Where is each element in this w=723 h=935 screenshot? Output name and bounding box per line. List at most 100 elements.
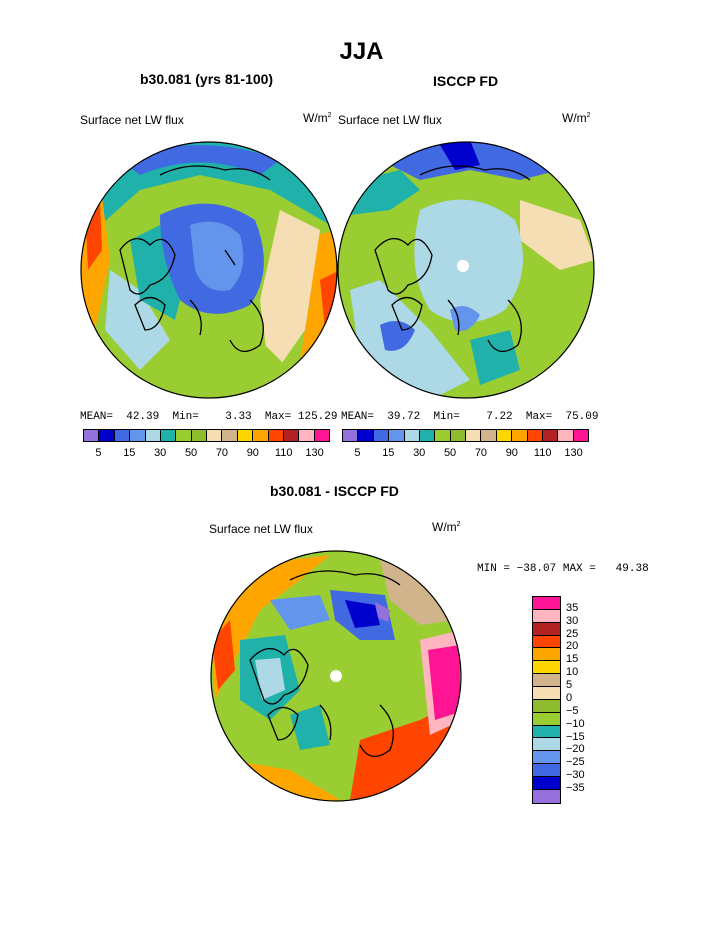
obs-map-outline [337, 141, 595, 399]
colorbar-swatch [268, 430, 284, 441]
model-units: W/m2 [303, 111, 332, 125]
colorbar-tick-label: 10 [566, 666, 579, 679]
colorbar-swatch [373, 430, 390, 441]
model-panel-title: b30.081 (yrs 81-100) [140, 71, 274, 87]
colorbar-tick-label: 15 [123, 447, 136, 459]
colorbar-swatch [299, 430, 315, 441]
model-stats: MEAN= 42.39 Min= 3.33 Max= 125.29 [80, 411, 338, 423]
colorbar-tick-label: 20 [566, 640, 579, 653]
colorbar-swatch [145, 430, 161, 441]
colorbar-swatch [130, 430, 146, 441]
colorbar-swatch [222, 430, 238, 441]
colorbar-swatch [533, 738, 560, 752]
obs-polar-map [338, 142, 594, 398]
obs-panel-title: ISCCP FD [433, 73, 499, 89]
colorbar-swatch [512, 430, 528, 441]
diff-units: W/m2 [432, 520, 461, 534]
colorbar-swatch [314, 430, 329, 441]
colorbar-swatch [533, 777, 560, 790]
colorbar-swatch [99, 430, 115, 441]
colorbar-tick-label: 70 [215, 447, 229, 459]
diff-min-max: MIN = −38.07 MAX = 49.38 [477, 563, 649, 575]
obs-field-label: Surface net LW flux [338, 113, 442, 127]
colorbar-swatch [496, 430, 513, 441]
colorbar-tick-label: 5 [566, 679, 573, 692]
colorbar-tick-label: 5 [95, 447, 102, 459]
colorbar-tick-label: 90 [246, 447, 259, 459]
colorbar-tick-label: 25 [566, 627, 579, 640]
colorbar-swatch [404, 430, 420, 441]
obs-colorbar [342, 429, 589, 442]
colorbar-swatch [533, 751, 560, 765]
colorbar-tick-label: 0 [566, 691, 573, 704]
colorbar-swatch [481, 430, 497, 441]
figure-title: JJA [339, 38, 384, 65]
colorbar-swatch [207, 430, 223, 441]
colorbar-swatch [558, 430, 574, 441]
colorbar-swatch [450, 430, 466, 441]
colorbar-tick-label: 35 [566, 601, 579, 614]
model-polar-map [81, 142, 337, 398]
colorbar-tick-label: 30 [413, 447, 426, 459]
colorbar-swatch [533, 712, 560, 726]
diff-map-outline [210, 550, 462, 802]
diff-panel-title: b30.081 - ISCCP FD [270, 483, 399, 499]
colorbar-swatch [533, 764, 560, 778]
colorbar-tick-label: 50 [184, 447, 198, 459]
colorbar-swatch [343, 430, 359, 441]
colorbar-tick-label: 5 [354, 447, 361, 459]
colorbar-tick-label: −30 [566, 769, 585, 782]
model-field-label: Surface net LW flux [80, 113, 184, 127]
colorbar-tick-label: 30 [154, 447, 167, 459]
colorbar-swatch [573, 430, 588, 441]
colorbar-swatch [533, 687, 560, 700]
colorbar-tick-label: 15 [382, 447, 395, 459]
diff-field-label: Surface net LW flux [209, 522, 313, 536]
colorbar-swatch [466, 430, 482, 441]
colorbar-swatch [533, 635, 560, 649]
colorbar-swatch [389, 430, 405, 441]
colorbar-swatch [533, 661, 560, 675]
model-map-outline [80, 141, 338, 399]
colorbar-tick-label: −35 [566, 782, 585, 795]
model-colorbar [83, 429, 330, 442]
colorbar-swatch [533, 609, 560, 623]
colorbar-tick-label: 130 [305, 447, 324, 459]
colorbar-swatch [533, 597, 560, 610]
colorbar-swatch [160, 430, 177, 441]
colorbar-swatch [542, 430, 559, 441]
colorbar-swatch [237, 430, 254, 441]
colorbar-tick-label: 130 [564, 447, 583, 459]
colorbar-tick-label: −5 [566, 704, 579, 717]
colorbar-tick-label: −10 [566, 717, 585, 730]
colorbar-tick-label: 110 [533, 447, 552, 459]
colorbar-tick-label: 30 [566, 614, 579, 627]
obs-units: W/m2 [562, 111, 591, 125]
colorbar-tick-label: 15 [566, 653, 579, 666]
colorbar-swatch [533, 648, 560, 662]
colorbar-swatch [527, 430, 543, 441]
colorbar-swatch [358, 430, 374, 441]
colorbar-swatch [533, 699, 560, 713]
colorbar-swatch [435, 430, 451, 441]
colorbar-swatch [533, 622, 560, 636]
colorbar-swatch [533, 725, 560, 739]
colorbar-tick-label: 50 [443, 447, 457, 459]
obs-stats: MEAN= 39.72 Min= 7.22 Max= 75.09 [341, 411, 599, 423]
diff-colorbar [532, 596, 561, 804]
colorbar-tick-label: −15 [566, 730, 585, 743]
colorbar-swatch [191, 430, 207, 441]
colorbar-tick-label: 90 [505, 447, 518, 459]
diff-polar-map [211, 551, 461, 801]
colorbar-tick-label: −20 [566, 743, 585, 756]
colorbar-swatch [533, 789, 560, 803]
colorbar-swatch [283, 430, 300, 441]
colorbar-swatch [176, 430, 192, 441]
colorbar-swatch [419, 430, 436, 441]
colorbar-tick-label: −25 [566, 756, 585, 769]
colorbar-tick-label: 110 [274, 447, 293, 459]
colorbar-tick-label: 70 [474, 447, 488, 459]
colorbar-swatch [114, 430, 131, 441]
colorbar-swatch [253, 430, 269, 441]
